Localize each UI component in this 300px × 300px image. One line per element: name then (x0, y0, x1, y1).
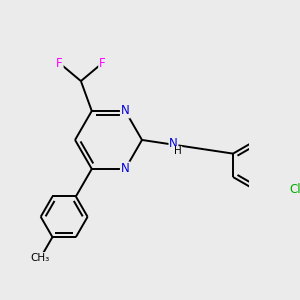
Text: Cl: Cl (290, 183, 300, 196)
Text: N: N (169, 137, 178, 150)
Text: N: N (121, 104, 130, 118)
Text: H: H (174, 146, 182, 156)
Text: CH₃: CH₃ (31, 253, 50, 263)
Text: F: F (99, 56, 106, 70)
Text: F: F (56, 56, 63, 70)
Text: N: N (121, 162, 130, 176)
